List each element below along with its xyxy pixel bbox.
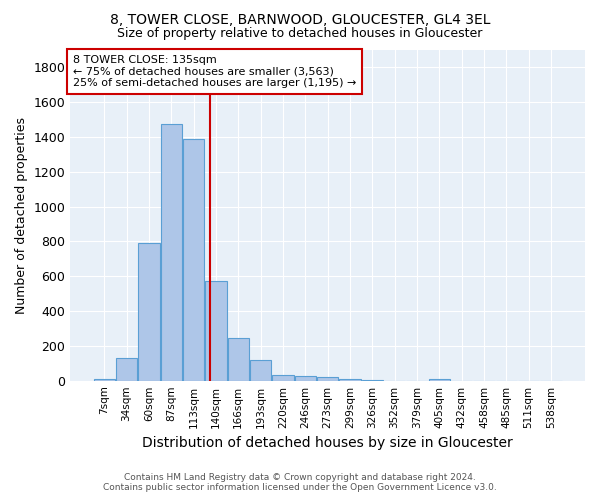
Bar (116, 358, 137, 380)
Bar (317, 377, 338, 380)
Bar (429, 379, 450, 380)
Text: 8 TOWER CLOSE: 135sqm
← 75% of detached houses are smaller (3,563)
25% of semi-d: 8 TOWER CLOSE: 135sqm ← 75% of detached … (73, 55, 356, 88)
Bar (183, 139, 204, 380)
Bar (94, 379, 115, 380)
Bar (340, 379, 361, 380)
Bar (250, 360, 271, 380)
Y-axis label: Number of detached properties: Number of detached properties (15, 117, 28, 314)
Bar (205, 280, 227, 380)
Bar (272, 374, 293, 380)
Bar (161, 124, 182, 380)
Bar (227, 338, 249, 380)
Text: Contains HM Land Registry data © Crown copyright and database right 2024.
Contai: Contains HM Land Registry data © Crown c… (103, 473, 497, 492)
Bar (139, 243, 160, 380)
Text: Size of property relative to detached houses in Gloucester: Size of property relative to detached ho… (118, 28, 482, 40)
Bar (295, 376, 316, 380)
Text: 8, TOWER CLOSE, BARNWOOD, GLOUCESTER, GL4 3EL: 8, TOWER CLOSE, BARNWOOD, GLOUCESTER, GL… (110, 12, 490, 26)
X-axis label: Distribution of detached houses by size in Gloucester: Distribution of detached houses by size … (142, 436, 513, 450)
